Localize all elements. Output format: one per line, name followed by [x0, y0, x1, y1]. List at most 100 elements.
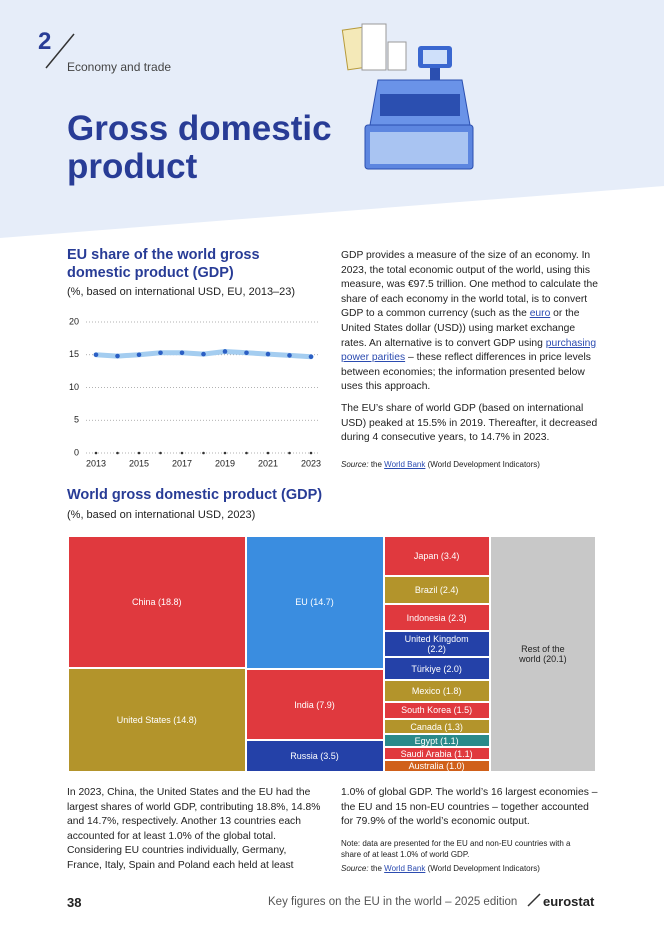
x-tick — [266, 451, 270, 455]
link[interactable]: World Bank — [384, 864, 426, 873]
cell-label: Rest of the world (20.1) — [519, 644, 567, 664]
cell-label: Russia (3.5) — [290, 751, 339, 762]
x-tick — [94, 451, 98, 455]
chart-subtitle: (%, based on international USD, 2023) — [67, 509, 256, 521]
chart-title: EU share of the world gross domestic pro… — [67, 247, 260, 281]
cell-label: India (7.9) — [294, 699, 335, 710]
x-tick — [159, 451, 162, 455]
treemap-cell: Türkiye (2.0) — [383, 656, 490, 681]
source: Source: the World Bank (World Developmen… — [341, 863, 540, 874]
treemap-cell: Japan (3.4) — [383, 536, 490, 576]
y-tick-label: 20 — [69, 316, 79, 326]
point — [308, 354, 314, 360]
cell-label: Brazil (2.4) — [414, 584, 459, 595]
point — [244, 350, 249, 356]
treemap-cell: China (18.8) — [68, 536, 246, 669]
text: (World Development Indicators) — [427, 864, 540, 873]
x-tick — [202, 451, 205, 455]
x-tick — [137, 451, 141, 455]
link[interactable]: euro — [529, 308, 551, 320]
chart-title: World gross domestic product (GDP) — [67, 487, 323, 503]
paragraph: 1.0% of global GDP. The world’s 16 large… — [341, 787, 598, 828]
treemap-cell: Saudi Arabia (1.1) — [383, 747, 490, 761]
treemap-cell: Rest of the world (20.1) — [489, 536, 596, 772]
chart-subtitle: (%, based on international USD, EU, 2013… — [67, 286, 296, 298]
y-tick-label: 5 — [74, 415, 79, 425]
treemap-cell: Indonesia (2.3) — [383, 604, 490, 632]
text: the — [370, 460, 382, 469]
x-tick — [116, 451, 119, 455]
treemap-cell: India (7.9) — [245, 668, 384, 741]
treemap-cell: Russia (3.5) — [245, 740, 384, 772]
cell-label: Egypt (1.1) — [414, 735, 459, 746]
x-tick — [288, 451, 291, 455]
page-number: 38 — [67, 895, 82, 910]
cell-label: Saudi Arabia (1.1) — [400, 748, 473, 759]
treemap-cell: Egypt (1.1) — [383, 734, 490, 748]
cell-label: United Kingdom (2.2) — [404, 634, 469, 654]
y-tick-label: 15 — [69, 349, 79, 359]
text: (World Development Indicators) — [427, 460, 540, 469]
treemap: China (18.8) United States (14.8) EU (14.7… — [68, 536, 596, 772]
text: GDP provides a measure of the size of an… — [341, 250, 598, 320]
y-tick-label: 10 — [69, 382, 79, 392]
point — [136, 352, 142, 358]
publication: Key figures on the EU in the world – 202… — [268, 896, 518, 908]
note: Note: data are presented for the EU and … — [341, 839, 571, 859]
x-tick — [245, 451, 248, 455]
x-tick-label: 2021 — [258, 458, 278, 468]
paragraph: The EU’s share of world GDP (based on in… — [341, 403, 598, 444]
cell-label: United States (14.8) — [116, 715, 197, 726]
paragraph: In 2023, China, the United States and th… — [67, 787, 321, 871]
section-name: Economy and trade — [67, 60, 172, 74]
text: – these reflect differences in price lev… — [341, 352, 591, 393]
treemap-cell: Australia (1.0) — [383, 760, 490, 772]
source: Source: the World Bank (World Developmen… — [341, 459, 540, 470]
x-tick-label: 2019 — [215, 458, 235, 468]
cell-label: Türkiye (2.0) — [411, 663, 462, 674]
cell-label: Canada (1.3) — [410, 721, 463, 732]
treemap-cell: United States (14.8) — [68, 668, 246, 772]
cell-label: Australia (1.0) — [408, 761, 465, 772]
treemap-cell: Mexico (1.8) — [383, 680, 490, 702]
point — [265, 351, 271, 357]
point — [93, 352, 99, 358]
point — [158, 350, 163, 356]
x-tick-label: 2023 — [301, 458, 321, 468]
link[interactable]: purchasing power parities — [341, 337, 597, 364]
cell-label: Japan (3.4) — [413, 550, 460, 561]
cell-label: EU (14.7) — [295, 597, 334, 608]
text: Source: — [341, 864, 369, 873]
page-title: Gross domestic product — [67, 109, 332, 186]
point — [287, 353, 292, 358]
x-tick — [223, 451, 227, 455]
treemap-cell: EU (14.7) — [245, 536, 384, 669]
text: the — [370, 864, 382, 873]
treemap-cell: Brazil (2.4) — [383, 575, 490, 605]
point — [201, 351, 206, 357]
treemap-cell: South Korea (1.5) — [383, 701, 490, 720]
link[interactable]: World Bank — [384, 460, 426, 469]
cell-label: South Korea (1.5) — [401, 705, 473, 716]
x-tick — [309, 451, 313, 455]
point — [179, 350, 185, 356]
x-tick — [180, 451, 184, 455]
text: or the United States dollar (USD)) using… — [341, 308, 580, 349]
cell-label: Mexico (1.8) — [411, 685, 462, 696]
x-tick-label: 2017 — [172, 458, 192, 468]
brand: eurostat — [543, 894, 595, 909]
chapter-number: 2 — [38, 28, 52, 55]
y-tick-label: 0 — [74, 447, 79, 457]
treemap-cell: Canada (1.3) — [383, 719, 490, 735]
cell-label: China (18.8) — [132, 597, 182, 608]
paragraph: GDP provides a measure of the size of an… — [341, 249, 599, 395]
x-tick-label: 2013 — [86, 458, 106, 468]
treemap-cell: United Kingdom (2.2) — [383, 631, 490, 657]
cell-label: Indonesia (2.3) — [406, 612, 467, 623]
x-tick-label: 2015 — [129, 458, 149, 468]
point — [222, 349, 228, 354]
point — [115, 353, 120, 359]
text: Source: — [341, 460, 369, 469]
